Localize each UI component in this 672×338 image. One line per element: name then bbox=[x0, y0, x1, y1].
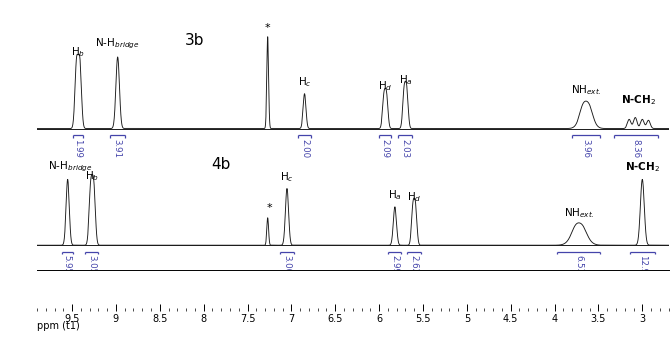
Text: 5.95: 5.95 bbox=[62, 255, 72, 274]
Text: 6.53: 6.53 bbox=[574, 255, 583, 274]
Text: H$_c$: H$_c$ bbox=[298, 75, 311, 89]
Text: H$_d$: H$_d$ bbox=[407, 190, 421, 204]
Text: H$_a$: H$_a$ bbox=[388, 189, 402, 202]
Text: 2.99: 2.99 bbox=[390, 255, 399, 274]
Text: NH$_{ext.}$: NH$_{ext.}$ bbox=[564, 206, 594, 220]
Text: 2.09: 2.09 bbox=[381, 139, 390, 158]
Text: N-CH$_2$: N-CH$_2$ bbox=[621, 93, 657, 106]
Text: 2.03: 2.03 bbox=[401, 139, 409, 158]
Text: 3.05: 3.05 bbox=[87, 255, 96, 274]
Text: NH$_{ext.}$: NH$_{ext.}$ bbox=[571, 83, 601, 97]
Text: *: * bbox=[265, 23, 271, 33]
Text: 2.62: 2.62 bbox=[410, 255, 419, 274]
Text: H$_b$: H$_b$ bbox=[71, 45, 85, 59]
Text: N-H$_{bridge}$: N-H$_{bridge}$ bbox=[95, 37, 140, 51]
Text: H$_a$: H$_a$ bbox=[398, 73, 413, 87]
Text: 12.94: 12.94 bbox=[638, 255, 647, 280]
Text: *: * bbox=[267, 203, 272, 213]
Text: N-CH$_2$: N-CH$_2$ bbox=[625, 160, 660, 174]
Text: N-H$_{bridge}$: N-H$_{bridge}$ bbox=[48, 160, 93, 174]
Text: H$_d$: H$_d$ bbox=[378, 79, 392, 93]
Text: 1.99: 1.99 bbox=[73, 139, 82, 158]
Text: 8.36: 8.36 bbox=[632, 139, 640, 158]
Text: 3.91: 3.91 bbox=[113, 139, 122, 158]
Text: 4b: 4b bbox=[212, 157, 231, 172]
Text: H$_b$: H$_b$ bbox=[85, 169, 99, 183]
Text: 2.00: 2.00 bbox=[300, 139, 309, 158]
Text: 3b: 3b bbox=[185, 33, 205, 48]
Text: ppm (t1): ppm (t1) bbox=[37, 321, 80, 331]
Text: 3.00: 3.00 bbox=[282, 255, 292, 274]
Text: H$_c$: H$_c$ bbox=[280, 170, 294, 184]
Text: 3.96: 3.96 bbox=[582, 139, 591, 158]
